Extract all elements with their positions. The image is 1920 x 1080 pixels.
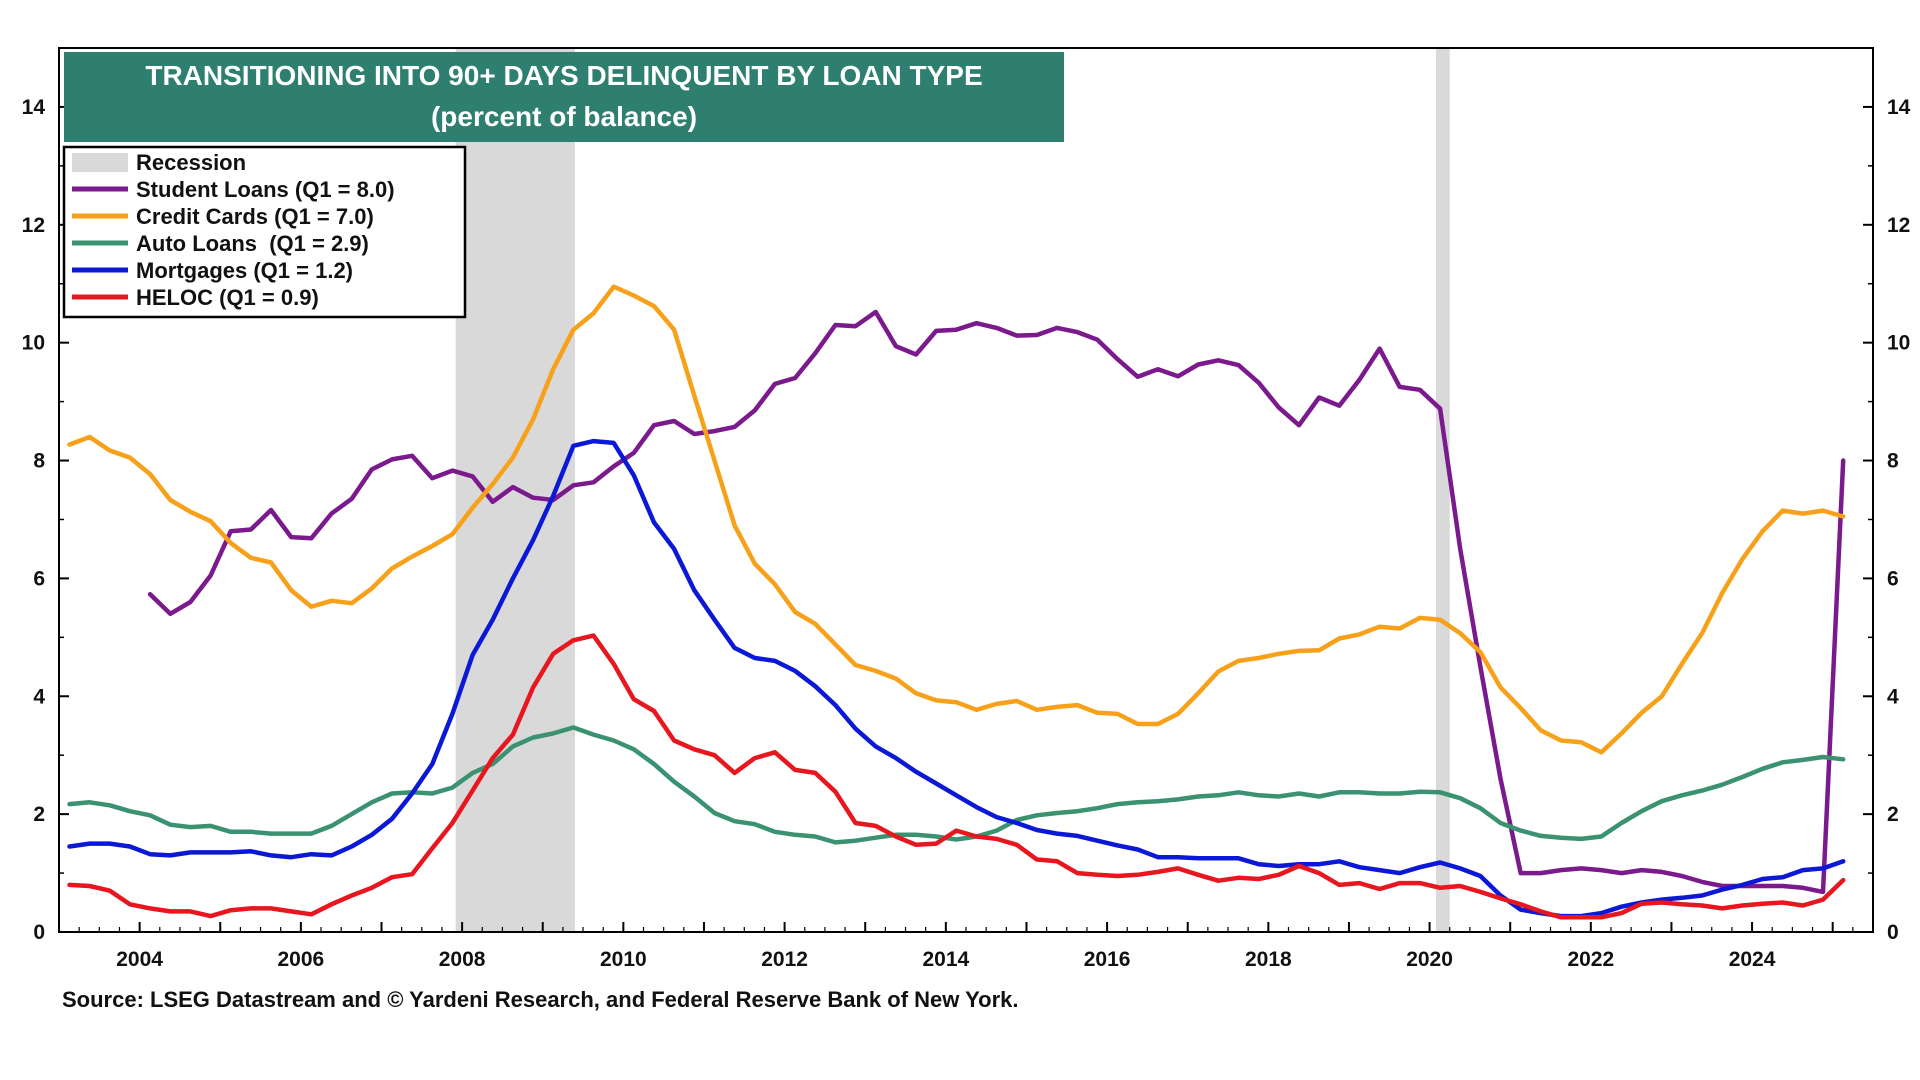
- legend-label-mortgages: Mortgages (Q1 = 1.2): [136, 258, 353, 283]
- recession-bands: [455, 48, 1450, 932]
- legend-label-recession: Recession: [136, 150, 246, 175]
- y-tick-label-left: 14: [22, 96, 46, 119]
- y-tick-label-left: 4: [33, 685, 45, 708]
- x-tick-label: 2008: [439, 948, 486, 971]
- y-tick-label-right: 10: [1887, 332, 1910, 355]
- y-tick-label-left: 10: [22, 332, 45, 355]
- legend-box: [62, 145, 467, 319]
- legend-label-auto: Auto Loans (Q1 = 2.9): [136, 231, 369, 256]
- y-tick-label-left: 6: [33, 567, 45, 590]
- title-background: [64, 52, 1064, 142]
- series-line-credit: [67, 284, 1846, 755]
- y-tick-label-right: 0: [1887, 921, 1899, 944]
- y-tick-label-right: 12: [1887, 214, 1910, 237]
- axes: 0 0 2 2 4 4 6 6 8 8 10 10 12 12 14 14 2004 2006 2008 2010 20…: [22, 47, 1911, 971]
- y-tick-label-left: 12: [22, 214, 45, 237]
- x-tick-label: 2018: [1245, 948, 1292, 971]
- chart-title: TRANSITIONING INTO 90+ DAYS DELINQUENT B…: [145, 60, 982, 91]
- legend-swatch-recession: [72, 153, 128, 172]
- y-tick-label-right: 8: [1887, 450, 1899, 473]
- y-tick-label-right: 4: [1887, 685, 1899, 708]
- x-tick-label: 2024: [1729, 948, 1776, 971]
- series-line-auto: [67, 725, 1846, 845]
- y-tick-label-left: 8: [33, 450, 45, 473]
- x-tick-label: 2022: [1567, 948, 1614, 971]
- y-tick-label-left: 0: [33, 921, 45, 944]
- y-tick-label-right: 14: [1887, 96, 1911, 119]
- legend-label-student: Student Loans (Q1 = 8.0): [136, 177, 395, 202]
- x-tick-label: 2014: [922, 948, 969, 971]
- x-tick-label: 2020: [1406, 948, 1453, 971]
- x-tick-label: 2012: [761, 948, 808, 971]
- y-tick-label-right: 6: [1887, 567, 1899, 590]
- x-tick-label: 2010: [600, 948, 647, 971]
- x-tick-label: 2016: [1084, 948, 1131, 971]
- x-tick-label: 2006: [278, 948, 325, 971]
- y-tick-label-right: 2: [1887, 803, 1899, 826]
- title-banner: TRANSITIONING INTO 90+ DAYS DELINQUENT B…: [64, 52, 1064, 142]
- chart-subtitle: (percent of balance): [431, 101, 697, 132]
- series-line-heloc: [67, 633, 1846, 920]
- recession-band: [1436, 48, 1450, 932]
- source-note: Source: LSEG Datastream and © Yardeni Re…: [62, 987, 1018, 1012]
- x-tick-label: 2004: [116, 948, 163, 971]
- legend-label-heloc: HELOC (Q1 = 0.9): [136, 285, 319, 310]
- y-tick-label-left: 2: [33, 803, 45, 826]
- series-line-student: [147, 309, 1846, 895]
- legend-label-credit: Credit Cards (Q1 = 7.0): [136, 204, 374, 229]
- series-lines: [67, 284, 1846, 920]
